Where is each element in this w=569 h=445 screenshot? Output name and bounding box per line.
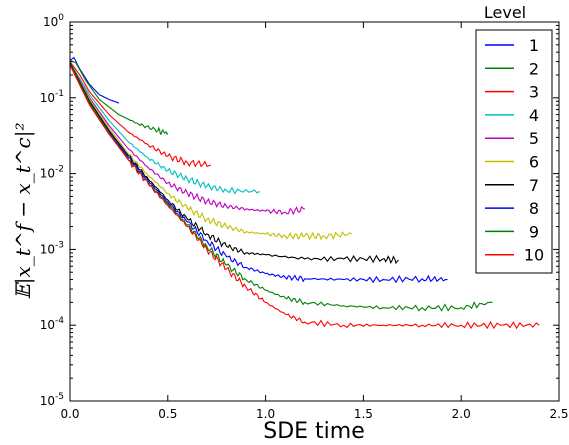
x-tick-label: 2.0 — [452, 407, 471, 421]
plot-frame — [69, 21, 560, 402]
x-tick-label: 1.5 — [354, 407, 373, 421]
series-line-level-6 — [69, 62, 352, 241]
y-tick-label: 10-3 — [40, 240, 64, 256]
y-tick-label: 10-5 — [40, 392, 64, 408]
series-line-level-2 — [69, 60, 169, 136]
legend-label: 7 — [529, 176, 539, 195]
series-line-level-4 — [69, 62, 260, 195]
legend: 1 2 3 4 5 6 7 8 9 10 — [475, 29, 553, 274]
y-tick-label: 10-1 — [40, 89, 64, 105]
legend-label: 5 — [529, 129, 539, 148]
legend-label: 10 — [524, 246, 544, 265]
x-tick-label: 0.0 — [60, 407, 79, 421]
series-line-level-3 — [69, 61, 211, 168]
y-axis-title-text: 𝔼|x_t^f − x_t^c|² — [11, 123, 36, 300]
legend-label: 6 — [529, 153, 539, 172]
legend-box — [475, 29, 553, 274]
x-tick-label: 1.0 — [256, 407, 275, 421]
legend-label: 1 — [529, 36, 539, 55]
legend-label: 4 — [529, 106, 539, 125]
y-axis-title: 𝔼|x_t^f − x_t^c|² — [11, 123, 36, 300]
legend-label: 2 — [529, 59, 539, 78]
y-tick-label: 10-2 — [40, 165, 64, 181]
series-line-level-10 — [69, 64, 540, 330]
series-layer — [69, 56, 540, 330]
series-line-level-7 — [69, 62, 399, 265]
y-tick-label: 10-4 — [40, 316, 65, 332]
y-tick-label: 100 — [43, 13, 64, 29]
x-tick-label: 0.5 — [158, 407, 177, 421]
legend-label: 9 — [529, 222, 539, 241]
legend-title: Level — [484, 3, 526, 22]
series-line-level-8 — [69, 63, 448, 284]
legend-label: 8 — [529, 199, 539, 218]
series-line-level-5 — [69, 62, 305, 216]
x-axis-title: SDE time — [263, 419, 365, 444]
ticks-layer: 0.0 0.5 1.0 1.5 2.0 2.5 100 10-1 10-2 10-3 10-4 10-… — [40, 13, 569, 421]
x-tick-label: 2.5 — [549, 407, 568, 421]
series-line-level-1 — [69, 56, 120, 104]
legend-label: 3 — [529, 83, 539, 102]
